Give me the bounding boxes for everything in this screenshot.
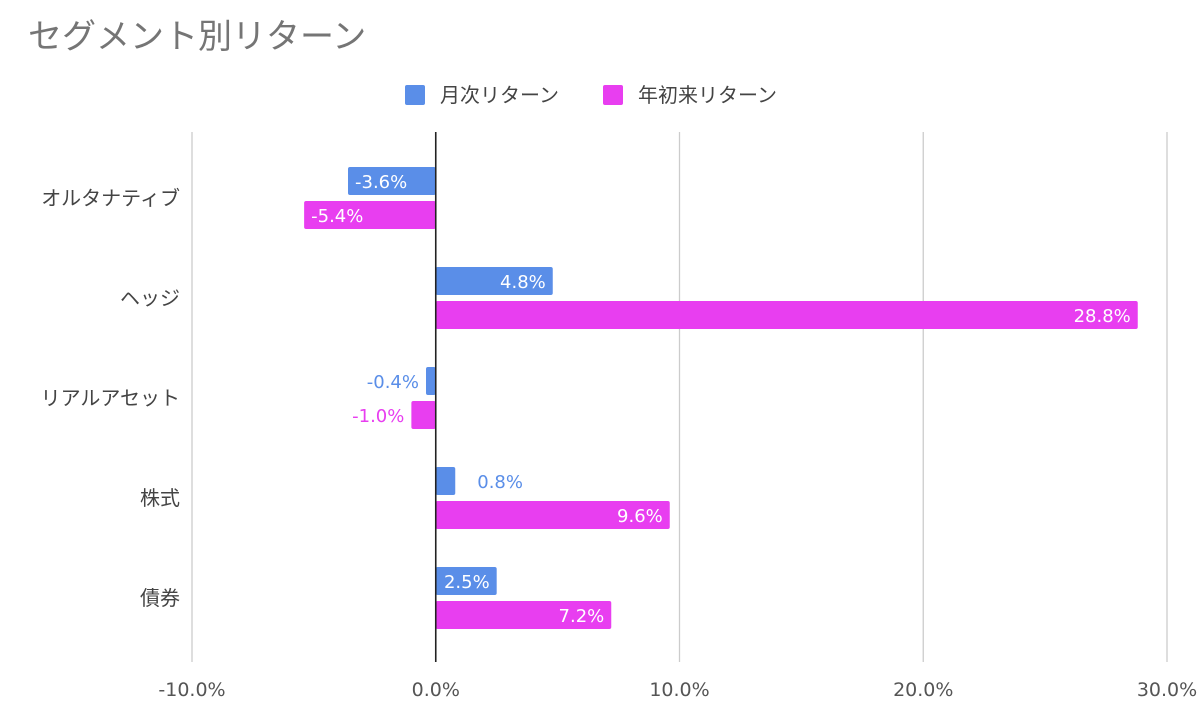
legend: 月次リターン 年初来リターン	[405, 83, 777, 107]
data-label: 7.2%	[559, 606, 605, 627]
legend-label: 年初来リターン	[638, 83, 777, 107]
bar	[435, 467, 456, 495]
bar	[435, 301, 1138, 329]
category-label: ヘッジ	[120, 286, 180, 310]
x-tick-labels: -10.0% 0.0% 10.0% 20.0% 30.0%	[158, 679, 1197, 701]
bar	[435, 267, 553, 295]
bar	[435, 601, 612, 629]
x-tick-label: 20.0%	[893, 679, 953, 701]
bar	[435, 501, 670, 529]
category-label: リアルアセット	[41, 386, 180, 410]
data-label: -5.4%	[311, 206, 363, 227]
bar	[435, 567, 497, 595]
gridlines	[191, 132, 1168, 662]
data-label: 2.5%	[444, 572, 490, 593]
category-label: 債券	[140, 586, 180, 610]
bars	[304, 167, 1138, 629]
x-tick-label: 30.0%	[1137, 679, 1197, 701]
data-label: 9.6%	[617, 506, 663, 527]
legend-swatch	[405, 85, 425, 105]
data-label: -1.0%	[352, 406, 404, 427]
x-tick-label: 10.0%	[649, 679, 709, 701]
data-label: 4.8%	[500, 272, 546, 293]
bar	[411, 401, 436, 429]
bar	[426, 367, 436, 395]
category-label: オルタナティブ	[41, 186, 180, 210]
category-label: 株式	[140, 486, 180, 510]
data-labels: -3.6% -5.4% 4.8% 28.8% -0.4% -1.0% 0.8% 9.6% 2.5…	[311, 172, 1131, 627]
legend-label: 月次リターン	[440, 83, 559, 107]
chart-title: セグメント別リターン	[28, 17, 366, 57]
x-tick-label: -10.0%	[158, 679, 225, 701]
bar	[348, 167, 436, 195]
data-label: -3.6%	[355, 172, 407, 193]
x-tick-label: 0.0%	[412, 679, 460, 701]
legend-item: 年初来リターン	[603, 83, 777, 107]
legend-item: 月次リターン	[405, 83, 559, 107]
data-label: -0.4%	[367, 372, 419, 393]
bar	[304, 201, 436, 229]
legend-swatch	[603, 85, 623, 105]
data-label: 28.8%	[1074, 306, 1131, 327]
data-label: 0.8%	[477, 472, 523, 493]
